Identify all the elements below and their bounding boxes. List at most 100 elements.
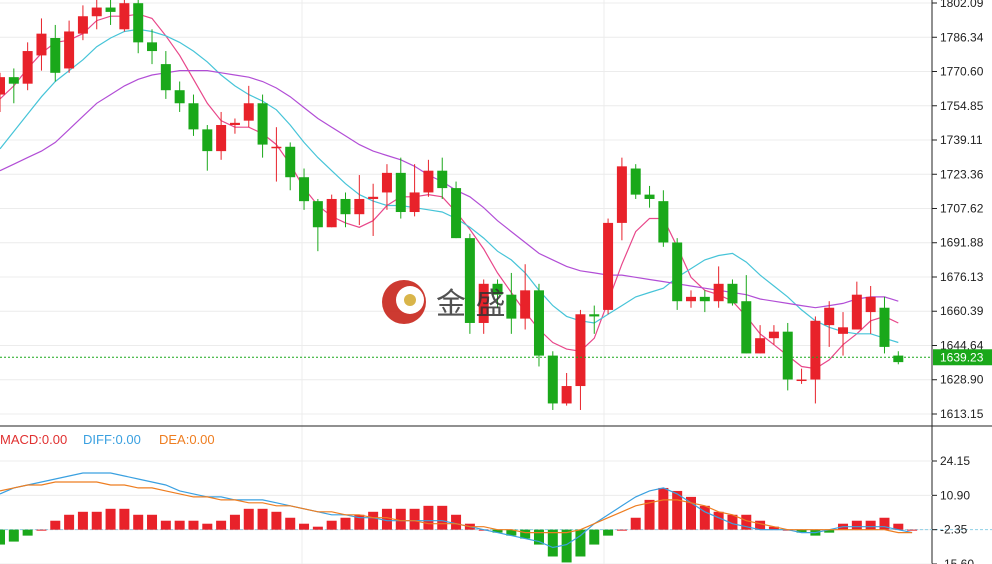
macd-bar-negative xyxy=(22,529,33,536)
candle-up xyxy=(326,198,337,228)
price-tick-label: 1660.39 xyxy=(940,304,984,318)
macd-bar-positive xyxy=(437,505,448,530)
price-tick-label: 1723.36 xyxy=(940,167,984,181)
macd-bar-positive xyxy=(699,505,710,530)
macd-bar-positive xyxy=(91,511,102,530)
candlestick-series xyxy=(0,0,904,410)
candle-up xyxy=(0,77,5,95)
candle-down xyxy=(893,355,904,363)
macd-bar-positive xyxy=(299,523,310,530)
macd-bar-positive xyxy=(368,511,379,530)
price-tick-label: 1613.15 xyxy=(940,407,984,421)
macd-bar-positive xyxy=(616,529,627,531)
macd-legend-item: MACD:0.00 xyxy=(0,432,67,447)
macd-bar-positive xyxy=(741,514,752,530)
macd-tick-label: -2.35 xyxy=(940,523,968,537)
macd-bar-negative xyxy=(520,529,531,539)
macd-bar-positive xyxy=(686,496,696,530)
macd-bar-negative xyxy=(506,529,517,536)
macd-bar-positive xyxy=(326,520,337,530)
macd-dea-line xyxy=(0,481,913,534)
watermark-logo-dot xyxy=(404,294,416,306)
price-tick-label: 1770.60 xyxy=(940,65,984,79)
candle-up xyxy=(354,198,365,215)
macd-bar-positive xyxy=(243,508,254,530)
candle-down xyxy=(547,355,558,404)
candle-up xyxy=(616,166,627,223)
price-tick-label: 1754.85 xyxy=(940,99,984,113)
candle-up xyxy=(755,338,766,354)
macd-bar-positive xyxy=(409,508,420,530)
macd-bar-positive xyxy=(312,526,323,530)
macd-bar-positive xyxy=(147,514,158,530)
price-tick-label: 1691.88 xyxy=(940,236,984,250)
candle-down xyxy=(188,103,199,130)
macd-bar-negative xyxy=(0,529,5,545)
macd-bar-negative xyxy=(561,529,572,563)
candle-up xyxy=(243,103,254,121)
candle-down xyxy=(464,238,475,323)
candle-down xyxy=(741,301,752,354)
candle-up xyxy=(91,7,102,17)
candle-up xyxy=(229,122,240,126)
candle-down xyxy=(160,64,171,91)
candle-down xyxy=(727,283,738,304)
macd-bar-positive xyxy=(50,520,61,530)
moving-average-line xyxy=(0,28,899,344)
candle-down xyxy=(630,168,641,195)
macd-bar-positive xyxy=(340,517,351,530)
last-price-box xyxy=(933,349,992,366)
macd-bar-negative xyxy=(603,529,614,536)
macd-bar-negative xyxy=(533,529,544,545)
macd-tick-label: -15.60 xyxy=(940,557,974,564)
candle-down xyxy=(50,38,61,73)
candle-up xyxy=(824,307,835,326)
macd-bar-positive xyxy=(229,514,240,530)
macd-bar-positive xyxy=(202,523,213,530)
price-axis: 1802.09 1786.34 1770.60 1754.85 1739.11 1723.… xyxy=(932,0,984,421)
macd-bar-positive xyxy=(285,517,296,530)
candle-down xyxy=(285,146,296,178)
macd-bar-positive xyxy=(893,523,904,530)
candle-up xyxy=(368,196,379,199)
macd-bar-negative xyxy=(824,529,835,533)
candle-down xyxy=(644,194,655,199)
candle-down xyxy=(340,198,351,215)
macd-bar-negative xyxy=(796,529,807,533)
macd-axis: 24.15 10.90 -2.35 -15.60 xyxy=(932,454,974,564)
watermark-logo: 金 盛 xyxy=(382,280,506,324)
price-tick-label: 1707.62 xyxy=(940,202,984,216)
candle-up xyxy=(686,296,696,302)
macd-bar-positive xyxy=(644,499,655,530)
macd-bar-positive xyxy=(423,505,434,530)
candle-down xyxy=(299,177,310,202)
candle-up xyxy=(64,31,75,69)
candle-up xyxy=(851,294,862,330)
candle-up xyxy=(271,146,282,149)
price-tick-label: 1802.09 xyxy=(940,0,984,10)
candle-down xyxy=(533,290,544,356)
candle-down xyxy=(782,331,793,380)
macd-tick-label: 24.15 xyxy=(940,454,970,468)
candle-up xyxy=(838,327,849,334)
candle-up xyxy=(36,33,47,56)
candle-down xyxy=(312,201,323,228)
candle-up xyxy=(810,320,821,380)
macd-bar-positive xyxy=(188,520,199,530)
candle-down xyxy=(699,296,710,302)
price-tick-label: 1676.13 xyxy=(940,270,984,284)
macd-bar-positive xyxy=(879,517,890,530)
candle-up xyxy=(768,331,779,339)
candle-up xyxy=(423,170,434,193)
macd-bar-positive xyxy=(257,508,268,530)
macd-bar-positive xyxy=(451,514,462,530)
macd-bar-positive xyxy=(768,526,779,530)
macd-bar-positive xyxy=(381,508,392,530)
macd-bar-negative xyxy=(547,529,558,557)
candle-up xyxy=(796,379,807,382)
macd-bar-positive xyxy=(77,511,88,530)
macd-bar-positive xyxy=(672,490,683,530)
candle-down xyxy=(202,129,213,152)
candle-up xyxy=(119,3,130,30)
